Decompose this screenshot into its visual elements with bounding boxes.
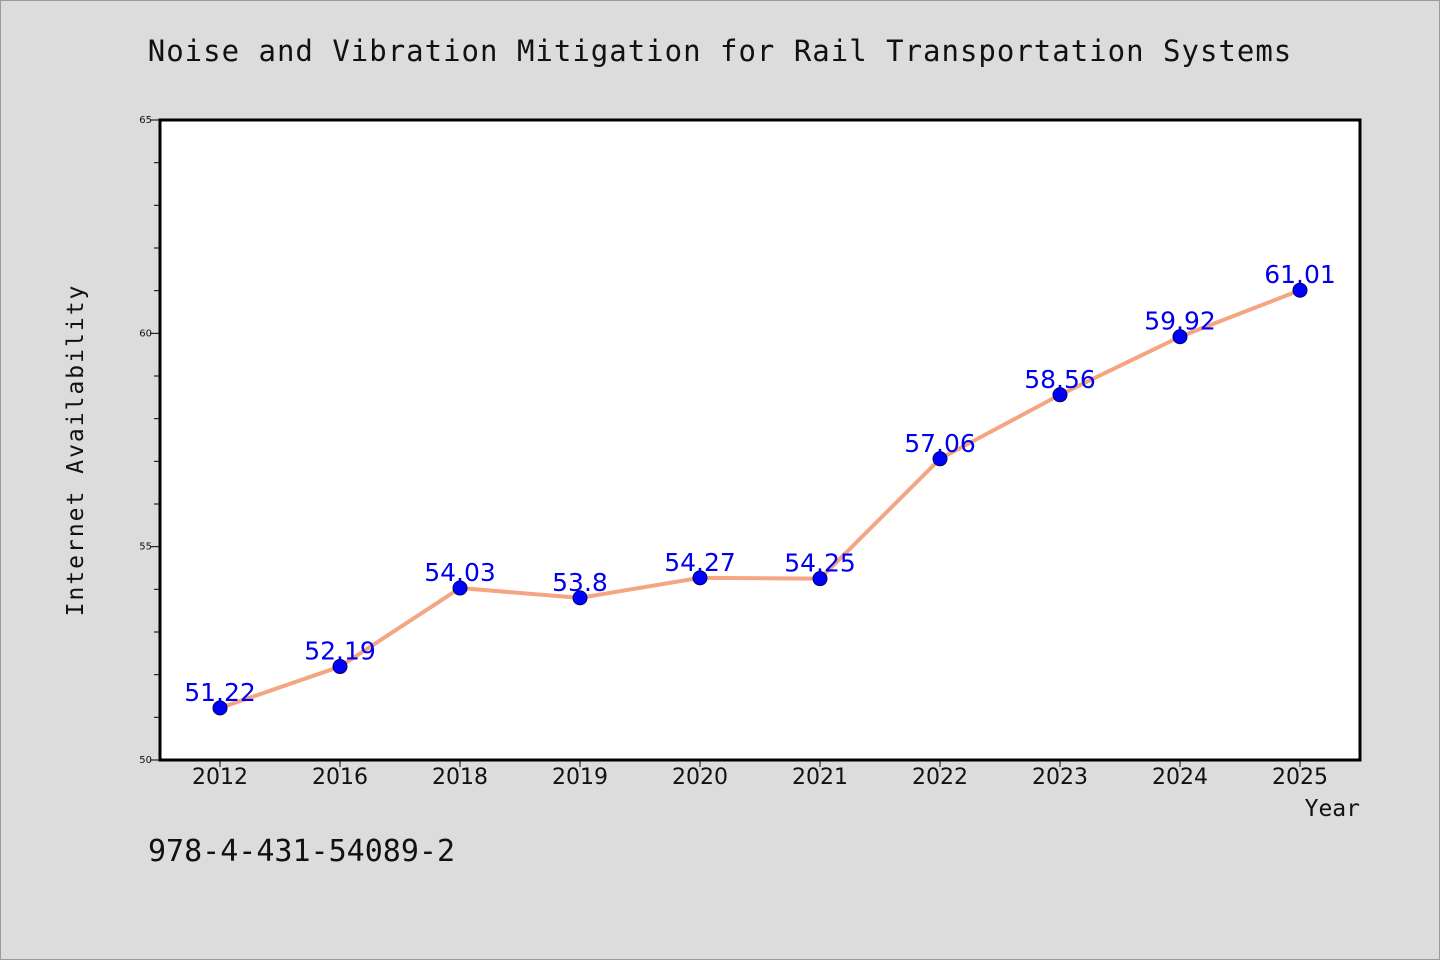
x-tick-label: 2012 [192,765,248,790]
data-point [812,571,828,587]
data-point [1172,329,1188,345]
data-point [692,570,708,586]
isbn-text: 978-4-431-54089-2 [148,834,456,869]
data-label: 57.06 [904,429,976,458]
data-label: 54.03 [424,558,496,587]
data-point [332,659,348,675]
data-label: 51.22 [184,678,256,707]
data-label: 53.8 [552,568,608,597]
data-label: 54.25 [784,549,856,578]
y-tick-label: 50 [139,755,152,766]
data-point [932,451,948,467]
data-point [212,700,228,716]
y-tick-label: 60 [139,328,152,339]
data-label: 59.92 [1144,307,1216,336]
data-label: 54.27 [664,548,736,577]
data-point [572,590,588,606]
data-point [452,580,468,596]
x-tick-label: 2024 [1152,765,1208,790]
y-tick-label: 55 [139,542,152,553]
data-point [1292,282,1308,298]
x-tick-label: 2016 [312,765,368,790]
data-label: 61.01 [1264,260,1336,289]
x-axis-label: Year [1304,796,1360,822]
data-point [1052,387,1068,403]
x-tick-label: 2018 [432,765,488,790]
x-tick-label: 2020 [672,765,728,790]
data-label: 58.56 [1024,365,1096,394]
x-tick-label: 2019 [552,765,608,790]
x-tick-label: 2025 [1272,765,1328,790]
series-line [218,288,1302,710]
x-tick-label: 2021 [792,765,848,790]
x-tick-label: 2023 [1032,765,1088,790]
x-tick-label: 2022 [912,765,968,790]
chart-title: Noise and Vibration Mitigation for Rail … [147,34,1293,68]
data-label: 52.19 [304,637,376,666]
y-tick-label: 65 [139,115,152,126]
